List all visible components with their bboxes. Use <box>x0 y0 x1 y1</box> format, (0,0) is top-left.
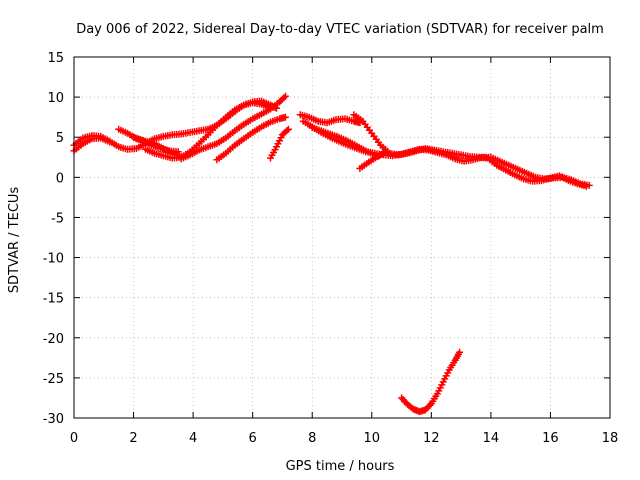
series-track-6 <box>177 92 289 163</box>
y-tick-label: -20 <box>43 332 64 347</box>
series-track-4 <box>130 133 182 156</box>
y-tick-label: -10 <box>43 252 64 267</box>
x-tick-label: 2 <box>129 431 137 446</box>
data-point <box>582 182 590 190</box>
data-point <box>283 127 291 135</box>
data-point <box>281 113 289 121</box>
x-tick-label: 6 <box>249 431 257 446</box>
y-tick-label: -25 <box>43 372 64 387</box>
series-track-8 <box>267 125 292 162</box>
x-tick-label: 14 <box>483 431 500 446</box>
series-track-12 <box>356 149 388 172</box>
data-point <box>378 150 386 158</box>
x-tick-label: 10 <box>364 431 381 446</box>
y-tick-label: -30 <box>43 412 64 427</box>
axis-ticks <box>73 56 611 419</box>
series-track-7 <box>213 113 289 164</box>
series-layer <box>70 92 593 416</box>
series-track-5 <box>142 99 274 162</box>
x-tick-label: 8 <box>308 431 316 446</box>
series-track-14 <box>398 348 464 416</box>
y-tick-label: 10 <box>47 91 64 106</box>
series-track-11 <box>308 124 379 159</box>
data-point <box>380 149 388 157</box>
y-tick-label: -5 <box>51 211 64 226</box>
x-tick-labels: 0 2 4 6 8 10 12 14 16 18 <box>70 431 618 446</box>
x-tick-label: 4 <box>189 431 197 446</box>
chart-title: Day 006 of 2022, Sidereal Day-to-day VTE… <box>76 22 604 37</box>
x-axis-label: GPS time / hours <box>286 459 395 474</box>
x-tick-label: 0 <box>70 431 78 446</box>
data-point <box>174 148 182 156</box>
y-axis-label: SDTVAR / TECUs <box>7 187 22 294</box>
x-tick-label: 18 <box>602 431 619 446</box>
x-tick-label: 12 <box>423 431 440 446</box>
series-track-13 <box>350 111 590 190</box>
data-point <box>456 348 464 356</box>
y-tick-labels: 15 10 5 0 -5 -10 -15 -20 -25 -30 <box>43 51 64 427</box>
x-tick-label: 16 <box>542 431 559 446</box>
y-tick-label: 5 <box>56 131 64 146</box>
data-point <box>106 138 114 146</box>
y-tick-label: -15 <box>43 292 64 307</box>
plot-frame <box>73 56 611 419</box>
data-point <box>284 125 292 133</box>
y-tick-label: 0 <box>56 171 64 186</box>
series-track-2 <box>70 134 114 155</box>
y-tick-label: 15 <box>47 51 64 66</box>
data-point <box>281 92 289 100</box>
data-point <box>280 94 288 102</box>
